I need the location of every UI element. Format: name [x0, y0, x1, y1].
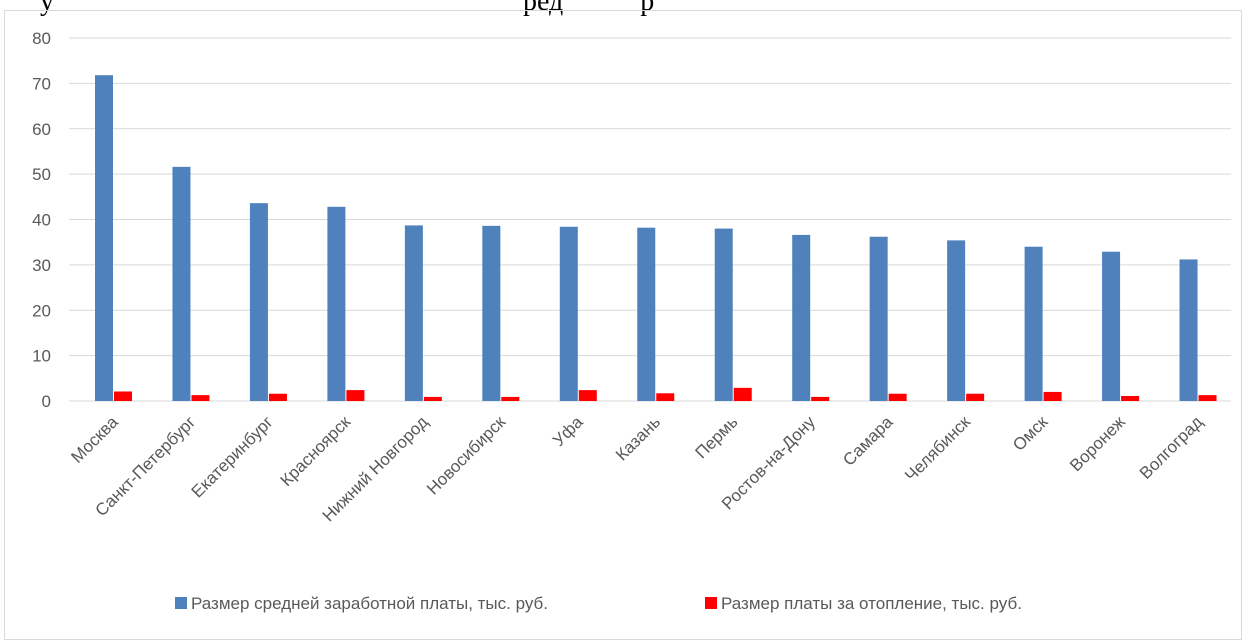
bar-heating: [114, 391, 132, 401]
bar-heating: [888, 393, 907, 401]
bar-salary: [1102, 251, 1121, 401]
bar-heating: [1198, 395, 1217, 401]
bar-heating: [346, 390, 365, 401]
legend-salary-swatch: [175, 597, 187, 609]
bar-heating: [1121, 396, 1140, 401]
bar-heating: [578, 390, 597, 401]
y-tick-label: 10: [32, 347, 51, 366]
y-tick-label: 20: [32, 301, 51, 320]
x-category-label: Пермь: [692, 412, 742, 462]
bar-salary: [637, 227, 656, 401]
bar-heating: [733, 387, 752, 401]
bar-salary: [559, 226, 578, 401]
x-category-label: Челябинск: [901, 412, 974, 485]
bar-heating: [656, 393, 675, 401]
bar-salary: [947, 240, 966, 401]
legend-heating-label: Размер платы за отопление, тыс. руб.: [721, 594, 1022, 613]
bars: [95, 75, 1217, 402]
bar-salary: [1024, 246, 1043, 401]
bar-heating: [501, 396, 520, 401]
bar-chart: 0 10 20 30 40 50 60 70 80 МоскваСанкт-ПетербургЕ…: [32, 29, 1231, 613]
bar-salary: [869, 236, 888, 401]
legend-heating-swatch: [705, 597, 717, 609]
x-category-label: Красноярск: [277, 412, 355, 490]
bar-salary: [792, 234, 811, 401]
y-tick-label: 0: [42, 392, 51, 411]
bar-salary: [172, 166, 191, 401]
y-tick-label: 40: [32, 211, 51, 230]
x-category-label: Москва: [67, 412, 122, 467]
bar-salary: [327, 206, 346, 401]
x-category-label: Казань: [612, 412, 664, 464]
clipped-page-text: у ред р: [40, 0, 704, 17]
x-category-label: Омск: [1009, 412, 1052, 455]
bar-salary: [1179, 259, 1198, 401]
bar-salary: [482, 225, 501, 401]
bar-salary: [249, 203, 268, 401]
bar-salary: [404, 225, 423, 401]
y-tick-label: 30: [32, 256, 51, 275]
x-category-label: Самара: [839, 412, 897, 470]
bar-heating: [811, 396, 830, 401]
x-category-label: Волгоград: [1136, 412, 1207, 483]
bar-heating: [191, 395, 210, 401]
y-tick-label: 60: [32, 120, 51, 139]
y-tick-label: 50: [32, 165, 51, 184]
x-category-label: Воронеж: [1066, 412, 1129, 475]
y-tick-label: 80: [32, 29, 51, 48]
x-category-label: Уфа: [549, 412, 587, 450]
bar-heating: [423, 396, 442, 401]
bar-salary: [95, 75, 113, 402]
chart-area: 0 10 20 30 40 50 60 70 80 Москва Санкт-Петербург Е…: [4, 10, 1242, 640]
bar-heating: [268, 393, 287, 401]
x-category-label: Екатеринбург: [188, 412, 277, 501]
y-axis-tick-labels: 0 10 20 30 40 50 60 70 80: [32, 29, 51, 411]
legend-salary-label: Размер средней заработной платы, тыс. ру…: [191, 594, 548, 613]
bar-heating: [1043, 391, 1062, 401]
legend: Размер средней заработной платы, тыс. ру…: [175, 594, 1022, 613]
bar-salary: [714, 228, 733, 401]
bar-heating: [966, 393, 985, 401]
y-tick-label: 70: [32, 74, 51, 93]
x-category-label: Новосибирск: [423, 412, 509, 498]
